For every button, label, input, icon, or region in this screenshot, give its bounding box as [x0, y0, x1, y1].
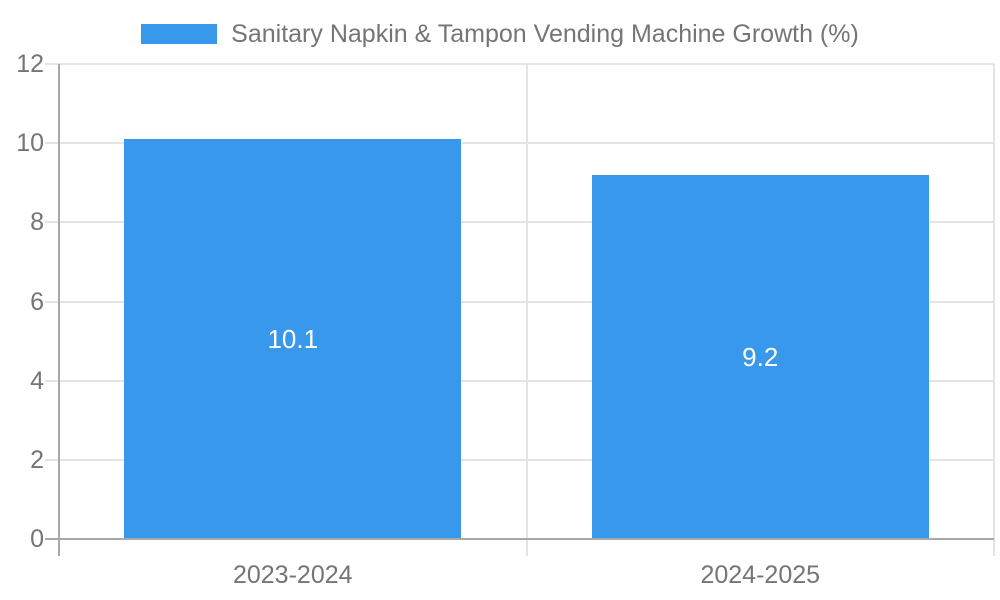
y-axis-line — [58, 64, 60, 556]
y-tick-mark — [45, 142, 59, 145]
x-axis-line — [59, 538, 994, 540]
y-tick-label: 4 — [30, 366, 44, 395]
y-tick-label: 10 — [16, 129, 44, 158]
y-tick-mark — [45, 458, 59, 461]
legend-label: Sanitary Napkin & Tampon Vending Machine… — [231, 20, 859, 48]
x-tick-mark — [993, 539, 995, 556]
x-tick-mark — [525, 539, 528, 556]
legend-swatch — [141, 24, 218, 44]
bar-value-label: 10.1 — [267, 324, 319, 355]
bar — [591, 174, 929, 539]
category-gridline — [993, 64, 995, 539]
bar — [124, 139, 462, 539]
x-tick-label: 2024-2025 — [700, 561, 821, 589]
y-tick-label: 8 — [30, 208, 44, 237]
y-tick-mark — [45, 300, 59, 303]
y-tick-label: 6 — [30, 287, 44, 316]
legend: Sanitary Napkin & Tampon Vending Machine… — [0, 21, 1000, 47]
y-tick-label: 0 — [30, 525, 44, 553]
y-tick-mark — [45, 379, 59, 382]
y-tick-mark — [45, 63, 59, 65]
category-gridline — [525, 64, 528, 539]
y-tick-label: 12 — [16, 50, 44, 78]
y-tick-mark — [45, 221, 59, 224]
y-tick-mark — [45, 538, 59, 540]
x-tick-label: 2023-2024 — [232, 561, 353, 589]
bar-value-label: 9.2 — [742, 341, 779, 372]
y-tick-label: 2 — [30, 445, 44, 474]
